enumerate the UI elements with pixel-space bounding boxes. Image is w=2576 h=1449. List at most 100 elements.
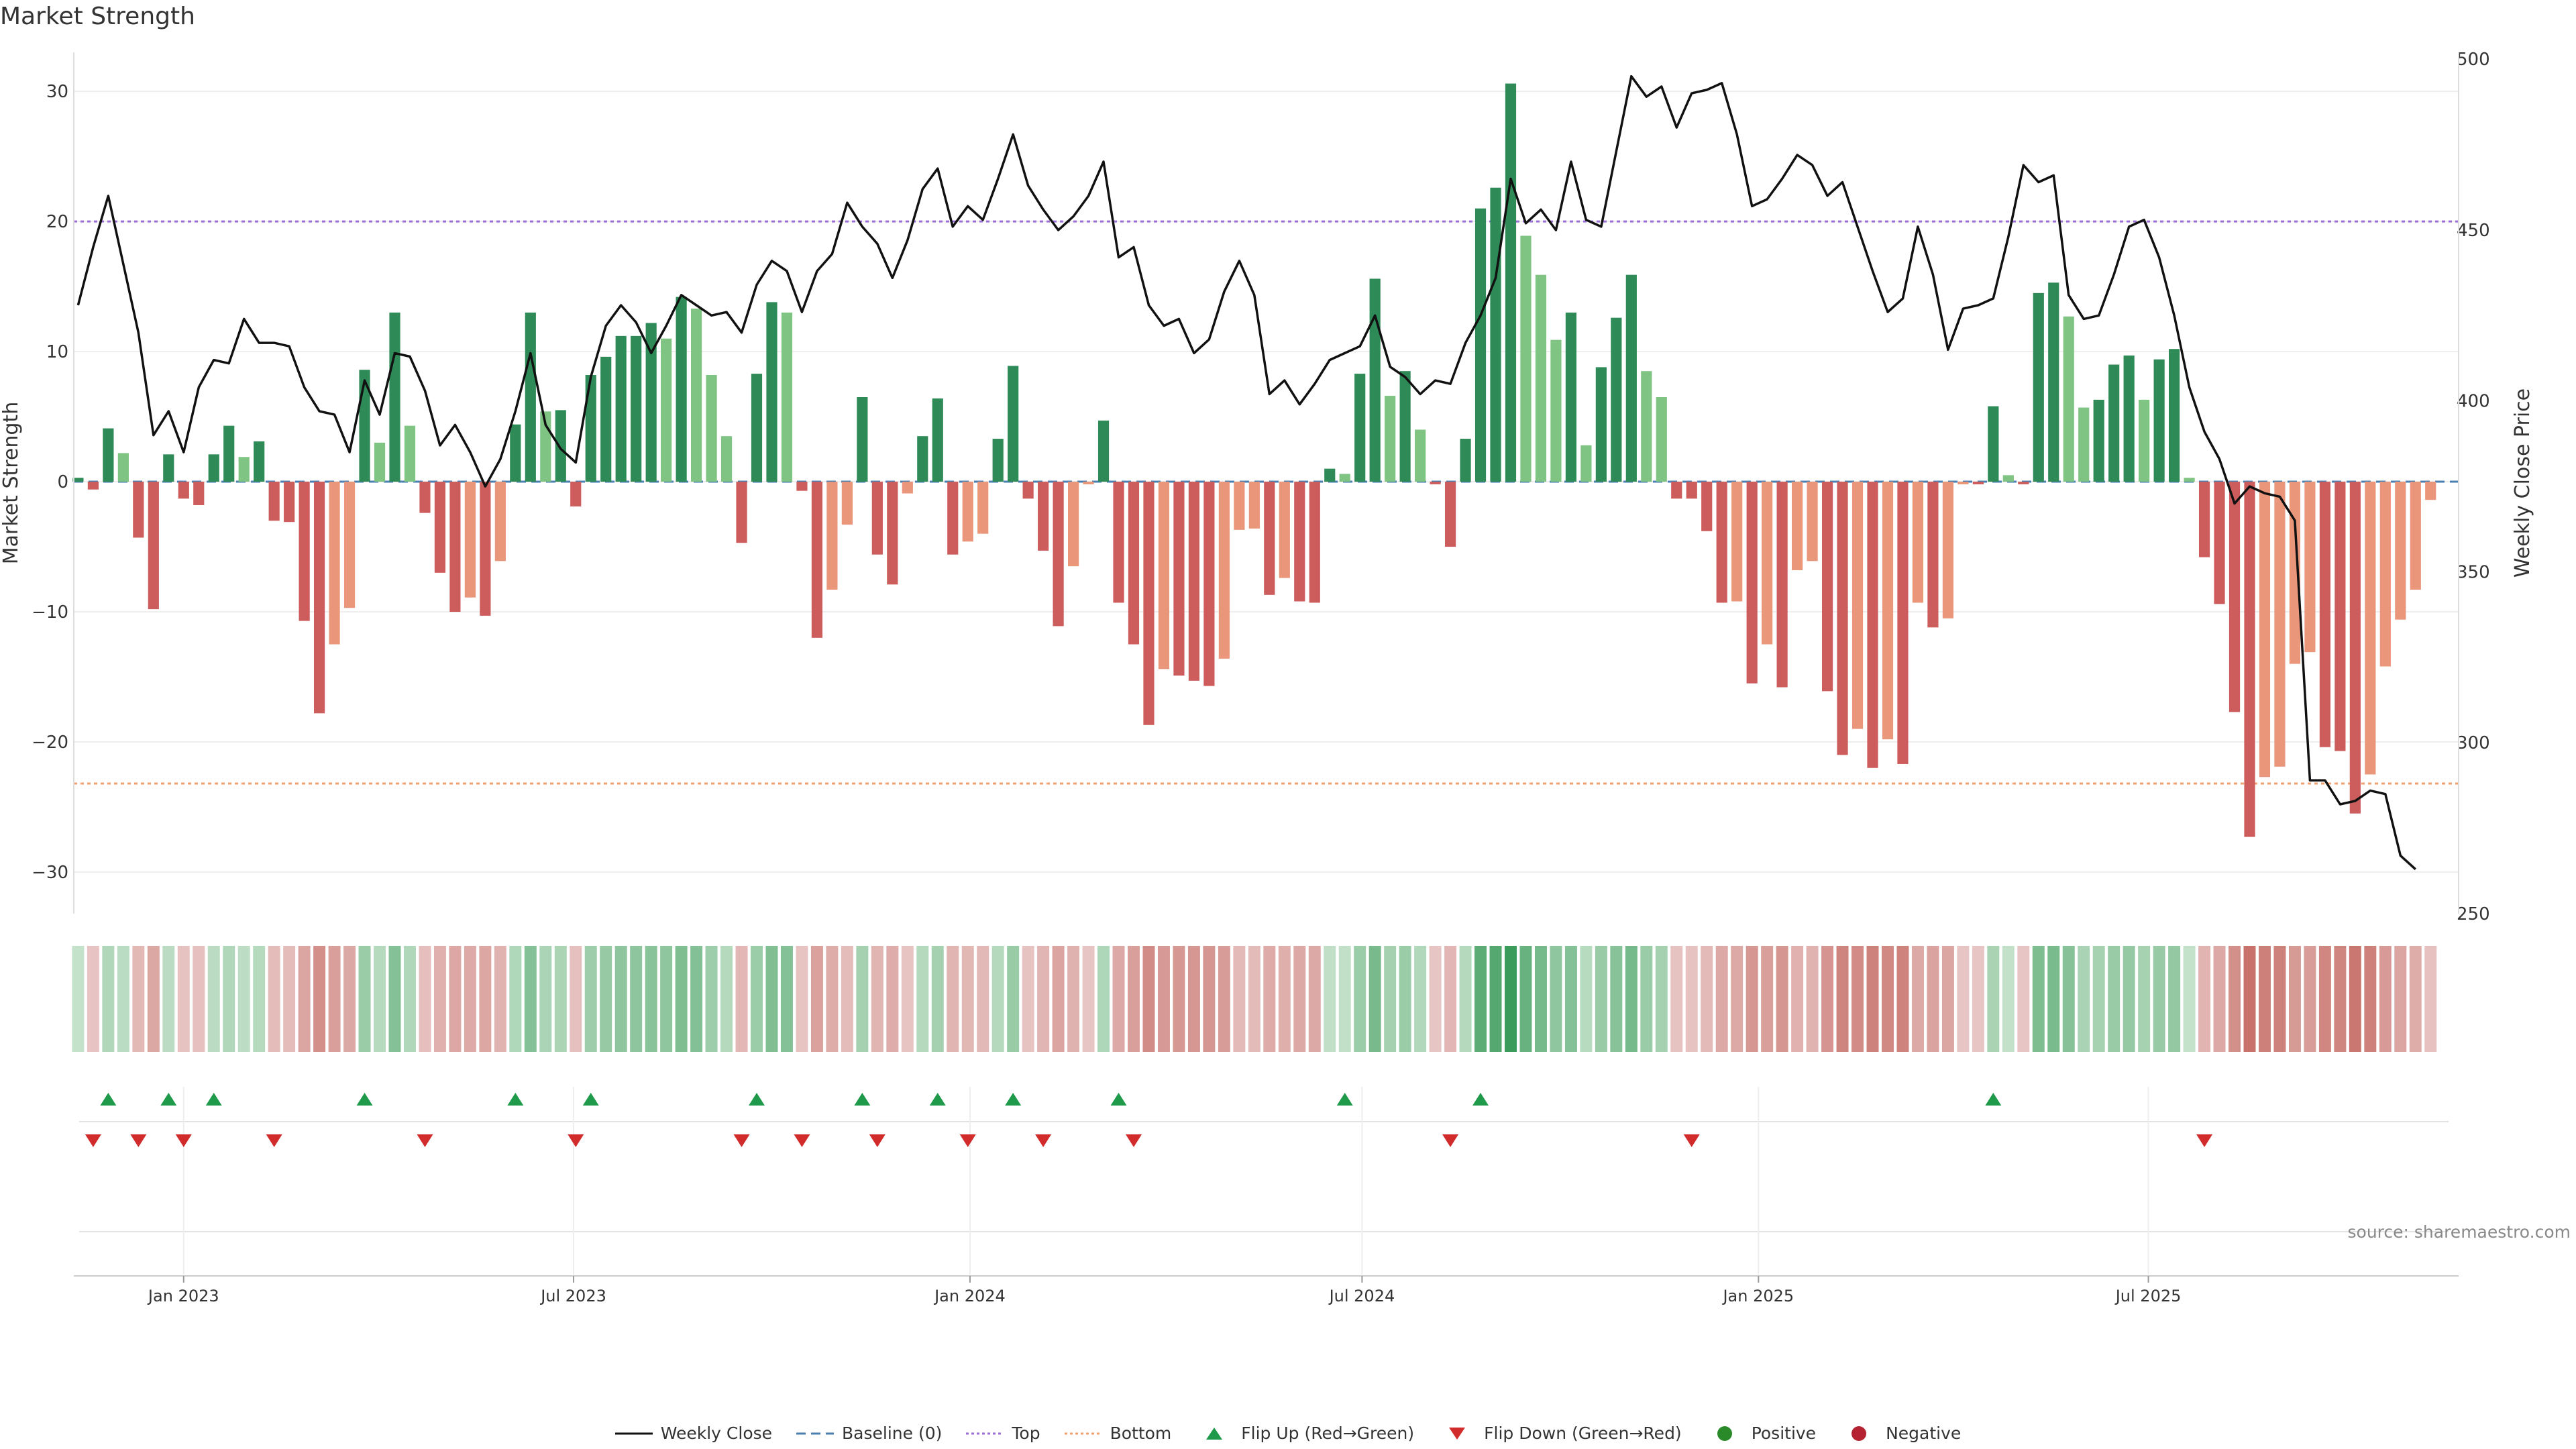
strength-bar (2198, 482, 2210, 557)
y2-tick-label: 350 (2457, 562, 2490, 582)
heat-cell (2424, 946, 2437, 1052)
strength-bar (1897, 482, 1909, 764)
heat-cell (1459, 946, 1472, 1052)
x-tick-label: Jan 2023 (147, 1287, 219, 1305)
strength-bar (2063, 316, 2074, 482)
flip-up-marker (929, 1093, 946, 1106)
strength-bar (736, 482, 747, 543)
flip-down-marker (568, 1134, 584, 1147)
heat-cell (1655, 946, 1668, 1052)
strength-bar (1867, 482, 1878, 768)
heat-cell (283, 946, 296, 1052)
strength-bar (343, 482, 356, 608)
heat-cell (313, 946, 326, 1052)
strength-bar (1550, 339, 1562, 482)
flip-down-marker (130, 1134, 147, 1147)
heat-cell (2258, 946, 2271, 1052)
strength-bar (992, 439, 1004, 482)
strength-bar (254, 441, 265, 482)
strength-bar (1324, 468, 1336, 482)
x-tick-label: Jan 2025 (1721, 1287, 1794, 1305)
heat-cell (2092, 946, 2105, 1052)
heat-cell (2304, 946, 2316, 1052)
heat-cell (2017, 946, 2030, 1052)
strength-bar (932, 398, 943, 482)
strength-bar (917, 436, 928, 482)
heat-cell (1354, 946, 1366, 1052)
strength-bar (117, 453, 129, 482)
circle-icon (1851, 1426, 1867, 1441)
heat-cell (207, 946, 220, 1052)
heat-cell (1505, 946, 1517, 1052)
heat-cell (735, 946, 748, 1052)
strength-bar (1460, 439, 1471, 482)
strength-bar (2153, 359, 2165, 482)
heat-cell (600, 946, 612, 1052)
heat-cell (1625, 946, 1638, 1052)
strength-bar (1309, 482, 1320, 603)
strength-bar (2274, 482, 2286, 767)
heat-cell (2198, 946, 2211, 1052)
strength-bar (585, 375, 596, 482)
strength-bar (2229, 482, 2241, 712)
heat-cell (1052, 946, 1065, 1052)
heat-cell (1248, 946, 1260, 1052)
heat-cell (1851, 946, 1864, 1052)
strength-bar (1113, 482, 1124, 603)
heat-cell (2002, 946, 2015, 1052)
heat-cell (1715, 946, 1728, 1052)
strength-bar (208, 454, 219, 482)
strength-bar (1776, 482, 1788, 688)
strength-bar (857, 396, 868, 482)
heat-cell (2123, 946, 2135, 1052)
strength-bar (1369, 278, 1381, 482)
strength-bar (887, 482, 898, 585)
legend-label: Bottom (1110, 1424, 1172, 1443)
heat-cell (2153, 946, 2165, 1052)
strength-bar (1505, 83, 1517, 482)
heat-cell (584, 946, 597, 1052)
strength-bar (962, 482, 973, 542)
strength-bar (766, 302, 777, 482)
line-solid-icon (614, 1432, 653, 1434)
strength-bar (2349, 482, 2361, 814)
flip-up-marker (205, 1093, 222, 1106)
heat-cell (102, 946, 115, 1052)
strength-bar (1143, 482, 1155, 725)
heat-cell (1203, 946, 1216, 1052)
heat-cell (1218, 946, 1230, 1052)
legend-item: Flip Up (Red→Green) (1195, 1424, 1414, 1443)
heat-cell (1927, 946, 1939, 1052)
flip-down-marker (959, 1134, 976, 1147)
heat-cell (2349, 946, 2361, 1052)
strength-bar (299, 482, 310, 621)
y-tick-label: −10 (32, 602, 68, 623)
heat-cell (2183, 946, 2196, 1052)
strength-bar (1821, 482, 1833, 692)
strength-bar (1385, 396, 1396, 482)
strength-heat-strip (72, 946, 2437, 1052)
strength-bar (2319, 482, 2330, 747)
strength-bar (1173, 482, 1185, 676)
flip-down-marker (794, 1134, 810, 1147)
triangle-up-icon (1206, 1427, 1223, 1440)
heat-cell (856, 946, 869, 1052)
heat-cell (2213, 946, 2226, 1052)
y-tick-label: 10 (46, 342, 68, 362)
heat-cell (328, 946, 341, 1052)
strength-bar (1158, 482, 1170, 669)
heat-cell (1097, 946, 1110, 1052)
heat-cell (298, 946, 311, 1052)
heat-cell (2243, 946, 2256, 1052)
strength-bar (2244, 482, 2255, 837)
flip-up-marker (356, 1093, 373, 1106)
strength-bar (1067, 482, 1079, 567)
heat-cell (539, 946, 552, 1052)
flip-up-marker (1472, 1093, 1489, 1106)
heat-cell (1957, 946, 1970, 1052)
strength-bar (480, 482, 491, 616)
threshold-lines (74, 220, 2459, 785)
heat-cell (494, 946, 506, 1052)
heat-cell (1701, 946, 1713, 1052)
strength-bar (223, 425, 235, 482)
